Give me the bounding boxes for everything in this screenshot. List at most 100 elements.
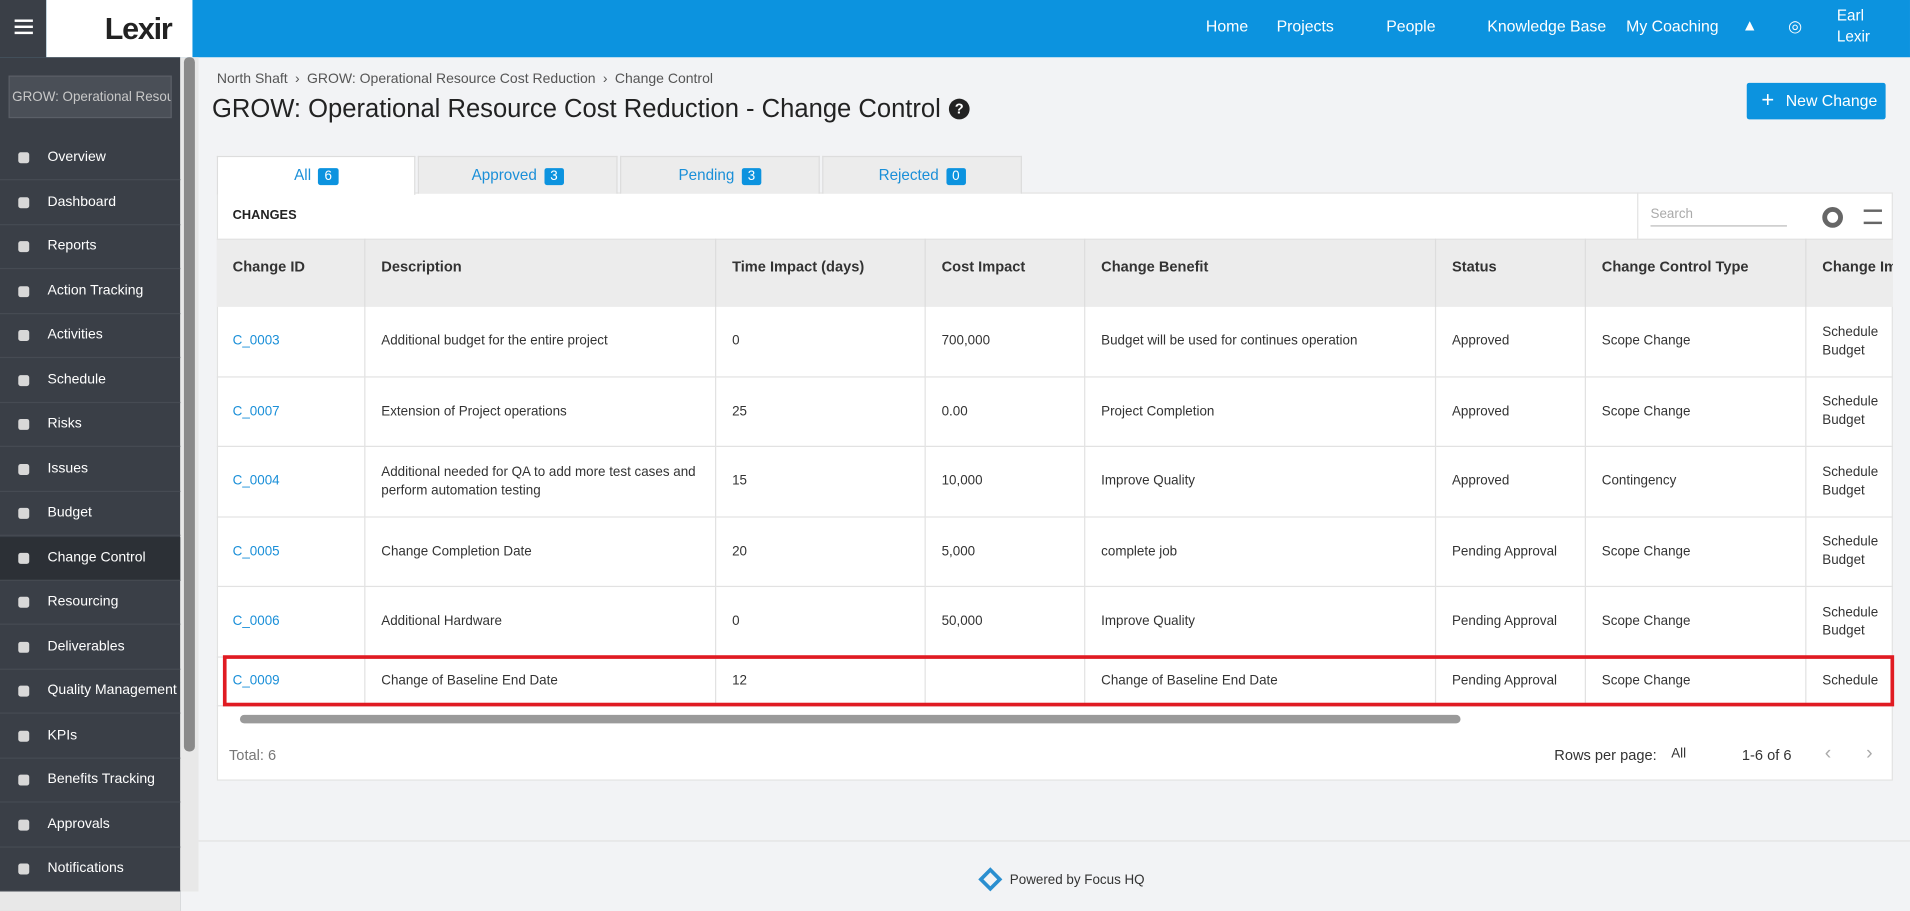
change-id-link[interactable]: C_0003 (216, 306, 366, 378)
table-cell: Schedule Budget (1806, 518, 1893, 588)
crumb: Change Control (614, 71, 714, 87)
columns-icon[interactable] (1863, 209, 1882, 225)
user-name[interactable]: Lexir (1836, 28, 1870, 46)
page-title: GROW: Operational Resource Cost Reductio… (211, 94, 941, 124)
next-page[interactable]: › (1866, 742, 1873, 764)
menu-item[interactable]: Overview (0, 136, 181, 181)
prev-page[interactable]: ‹ (1824, 742, 1832, 764)
footer (198, 840, 1910, 911)
menu-label: Risks (47, 416, 82, 432)
help-icon[interactable]: ? (948, 98, 970, 120)
menu-item[interactable]: Resourcing (0, 581, 181, 625)
menu-item[interactable]: Dashboard (0, 181, 181, 225)
breadcrumb: North Shaft › GROW: Operational Resource C… (217, 72, 713, 87)
rows-per-page-select[interactable]: All (1671, 746, 1687, 762)
highlight-box (222, 655, 1895, 707)
tab-label: Pending (678, 166, 735, 184)
tab[interactable]: Pending 3 (620, 155, 820, 194)
scrollbar (180, 57, 199, 892)
menu-label: Quality Management (47, 683, 177, 698)
menu-item[interactable]: Approvals (0, 803, 181, 848)
menu-button[interactable] (0, 0, 47, 58)
menu-item[interactable]: Risks (0, 403, 181, 447)
change-id-link[interactable]: C_0007 (216, 377, 366, 447)
menu-item[interactable]: Deliverables (0, 625, 181, 670)
table-cell: Schedule Budget (1806, 447, 1893, 518)
tab[interactable]: Approved 3 (417, 155, 618, 194)
table-cell: Scope Change (1585, 306, 1807, 378)
tab[interactable]: Rejected 0 (822, 155, 1022, 194)
column-header: Cost Impact (926, 238, 1086, 307)
crumb[interactable]: North Shaft (216, 71, 288, 87)
nav-link[interactable]: People (1386, 17, 1436, 36)
table-cell: Additional budget for the entire project (365, 306, 717, 378)
table-cell: 0 (716, 587, 926, 658)
crumb[interactable]: GROW: Operational Resource Cost Reductio… (306, 71, 596, 87)
menu-item[interactable]: Issues (0, 448, 181, 492)
menu-label: Budget (47, 505, 92, 521)
nav-link[interactable]: Knowledge Base (1487, 17, 1607, 36)
menu-item[interactable]: Budget (0, 492, 181, 536)
table-cell: 50,000 (925, 587, 1086, 658)
menu-label: Approvals (47, 816, 110, 832)
new-change-button[interactable]: + New Change (1746, 82, 1886, 120)
table-cell: Additional Hardware (365, 587, 717, 658)
column-header: Change Benefit (1085, 238, 1437, 307)
rows-per-page-label: Rows per page: (1554, 746, 1657, 764)
table-search[interactable]: Search (1637, 192, 1808, 239)
menu-item[interactable]: KPIs (0, 714, 181, 759)
table-cell: Project Completion (1085, 377, 1437, 447)
separator: › (294, 71, 300, 87)
sidebar (0, 57, 181, 911)
project-search[interactable]: GROW: Operational Resourc (8, 75, 172, 119)
menu-icon (18, 241, 30, 253)
alert-icon[interactable]: ▲ (1741, 15, 1758, 35)
column-header: Change Im (1822, 258, 1893, 276)
table-cell: Pending Approval (1436, 517, 1586, 588)
tab-count: 3 (544, 168, 564, 186)
menu-label: Change Control (47, 549, 146, 565)
button-label: New Change (1785, 91, 1878, 110)
nav-link[interactable]: Home (1205, 17, 1249, 36)
table-cell: Change Completion Date (365, 517, 717, 588)
menu-item[interactable]: Reports (0, 225, 181, 270)
column-header: Description (365, 238, 717, 307)
menu-item[interactable]: Notifications (0, 848, 181, 892)
nav-link[interactable]: Projects (1276, 17, 1334, 36)
settings-icon[interactable] (1822, 207, 1843, 228)
table-cell: 20 (716, 517, 926, 588)
table-cell: Scope Change (1585, 377, 1807, 447)
menu-label: KPIs (47, 727, 78, 743)
nav-link[interactable]: My Coaching (1626, 17, 1719, 36)
menu-item[interactable]: Activities (0, 314, 181, 359)
column-header: Change ID (217, 238, 366, 307)
column-header: Change Control Type (1586, 238, 1807, 307)
menu-item[interactable]: Action Tracking (0, 270, 181, 314)
tab[interactable]: All 6 (216, 155, 416, 195)
menu-label: Deliverables (47, 638, 125, 654)
globe-icon[interactable]: ◎ (1788, 17, 1802, 36)
table-cell: Schedule Budget (1806, 378, 1893, 447)
table-cell: 0 (716, 306, 926, 378)
table-cell: 700,000 (925, 306, 1086, 378)
table-cell: Scope Change (1585, 517, 1807, 588)
change-id-link[interactable]: C_0005 (216, 517, 366, 588)
top-bar (0, 0, 1910, 58)
table-cell: Improve Quality (1085, 587, 1437, 658)
logo[interactable]: Lexir (46, 0, 193, 58)
change-id-link[interactable]: C_0006 (216, 587, 366, 658)
menu-item[interactable]: Benefits Tracking (0, 759, 181, 803)
change-id-link[interactable]: C_0004 (216, 446, 366, 518)
menu-item[interactable]: Change Control (0, 536, 181, 581)
search-placeholder: Search (1650, 207, 1787, 227)
menu-label: Action Tracking (47, 283, 144, 298)
menu-icon (18, 507, 30, 519)
menu-item[interactable]: Schedule (0, 359, 181, 403)
powered-by: Powered by Focus HQ (1009, 873, 1145, 888)
menu-icon (18, 285, 30, 297)
menu-label: Schedule (47, 372, 106, 387)
menu-icon (18, 196, 30, 208)
user-name[interactable]: Earl (1836, 7, 1864, 25)
menu-item[interactable]: Quality Management (0, 670, 181, 714)
table-cell: Schedule Budget (1806, 587, 1893, 658)
